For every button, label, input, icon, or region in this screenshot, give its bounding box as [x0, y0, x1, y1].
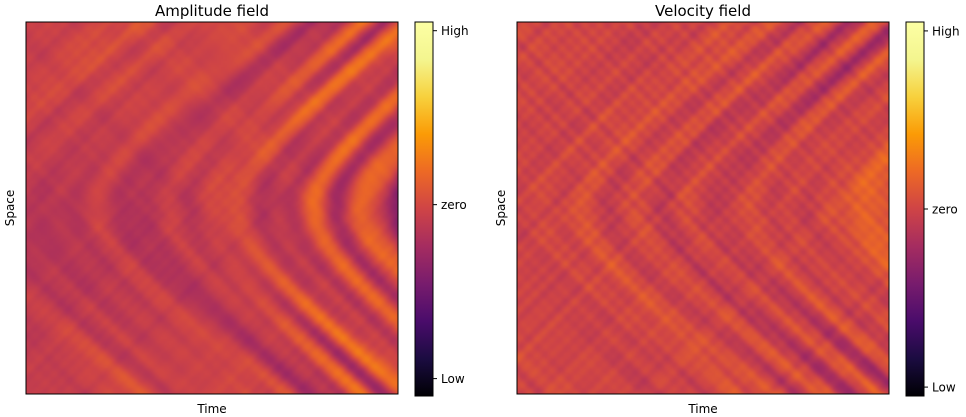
y-axis-label: Space [3, 190, 17, 227]
velocity-panel: Velocity field Time Space High zero Low [494, 2, 960, 416]
heatmap-image [517, 22, 889, 394]
chart-title: Amplitude field [155, 2, 269, 20]
amplitude-panel: Amplitude field Time Space High zero Low [3, 2, 469, 416]
x-axis-label: Time [196, 402, 226, 416]
colorbar-tick-label: zero [932, 203, 958, 217]
plot-frame [516, 21, 890, 395]
chart-title: Velocity field [655, 2, 751, 20]
x-axis-label: Time [687, 402, 717, 416]
colorbar-tick-label: High [441, 24, 469, 38]
colorbar-tick-label: zero [441, 198, 467, 212]
colorbar: High zero Low [414, 21, 469, 397]
colorbar-tick-label: High [932, 24, 960, 38]
colorbar-gradient [415, 22, 433, 396]
colorbar-gradient [906, 22, 924, 396]
colorbar-tick-label: Low [441, 372, 465, 386]
colorbar-tick-label: Low [932, 381, 956, 395]
heatmap-image [26, 22, 398, 394]
colorbar: High zero Low [905, 21, 960, 397]
colorbar-frame [414, 21, 434, 397]
y-axis-label: Space [494, 190, 508, 227]
plot-frame [25, 21, 399, 395]
